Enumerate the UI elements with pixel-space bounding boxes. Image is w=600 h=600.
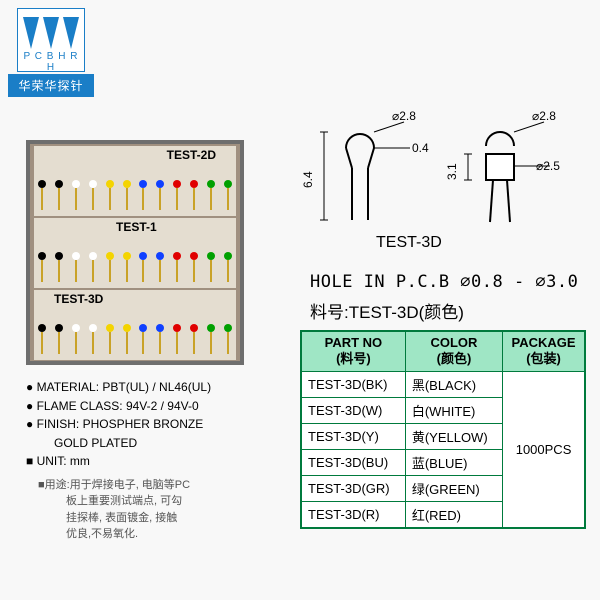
usage-text: ■用途:用于焊接电子, 电脑等PC 板上重要测试端点, 可勾 挂探棒, 表面镀金… — [26, 477, 266, 543]
cell-color: 黄(YELLOW) — [405, 423, 502, 449]
photo-row-1: TEST-2D — [34, 146, 236, 216]
test-pin — [106, 324, 114, 354]
bullet-unit: ■ UNIT: mm — [26, 452, 266, 471]
test-pin — [224, 252, 232, 282]
cell-partno: TEST-3D(GR) — [301, 475, 405, 501]
dimension-diagram: ⌀2.8 0.4 6.4 ⌀2.8 ⌀2.5 3.1 — [300, 110, 580, 230]
svg-text:3.1: 3.1 — [445, 163, 459, 180]
test-pin — [106, 252, 114, 282]
test-pin — [123, 324, 131, 354]
test-pin — [207, 324, 215, 354]
svg-text:6.4: 6.4 — [301, 171, 315, 188]
table-row: TEST-3D(BK)黑(BLACK)1000PCS — [301, 371, 585, 397]
th-color: COLOR(颜色) — [405, 331, 502, 371]
test-pin — [38, 180, 46, 210]
test-pin — [72, 324, 80, 354]
cell-color: 白(WHITE) — [405, 397, 502, 423]
photo-row-2: TEST-1 — [34, 218, 236, 288]
product-photo: TEST-2D TEST-1 TEST-3D — [26, 140, 244, 365]
test-pin — [190, 252, 198, 282]
cell-partno: TEST-3D(BU) — [301, 449, 405, 475]
photo-label-3: TEST-3D — [52, 292, 105, 306]
cell-partno: TEST-3D(Y) — [301, 423, 405, 449]
logo-small-text: P C B H R H — [18, 51, 84, 73]
photo-label-2: TEST-1 — [114, 220, 159, 234]
cell-package: 1000PCS — [503, 371, 585, 528]
test-pin — [190, 324, 198, 354]
th-partno: PART NO(料号) — [301, 331, 405, 371]
test-pin — [224, 180, 232, 210]
photo-row-3: TEST-3D — [34, 290, 236, 360]
photo-label-1: TEST-2D — [165, 148, 218, 162]
th-package: PACKAGE(包装) — [503, 331, 585, 371]
part-number-line: 料号:TEST-3D(颜色) — [310, 298, 464, 323]
test-pin — [139, 324, 147, 354]
test-pin — [72, 180, 80, 210]
test-pin — [156, 180, 164, 210]
cell-partno: TEST-3D(W) — [301, 397, 405, 423]
test-pin — [55, 252, 63, 282]
cell-color: 绿(GREEN) — [405, 475, 502, 501]
test-pin — [106, 180, 114, 210]
test-pin — [72, 252, 80, 282]
test-pin — [89, 180, 97, 210]
test-pin — [38, 252, 46, 282]
test-pin — [173, 324, 181, 354]
test-pin — [156, 252, 164, 282]
cell-color: 黑(BLACK) — [405, 371, 502, 397]
bullet-finish: ● FINISH: PHOSPHER BRONZE — [26, 415, 266, 434]
test-pin — [224, 324, 232, 354]
test-pin — [207, 252, 215, 282]
test-pin — [173, 180, 181, 210]
hole-spec: HOLE IN P.C.B ⌀0.8 - ⌀3.0 — [310, 272, 578, 292]
test-pin — [173, 252, 181, 282]
test-pin — [207, 180, 215, 210]
brand-logo: P C B H R H 华荣华探针 — [8, 8, 94, 98]
svg-text:⌀2.8: ⌀2.8 — [392, 110, 416, 123]
bullet-finish-sub: GOLD PLATED — [26, 434, 266, 453]
test-pin — [156, 324, 164, 354]
diagram-caption: TEST-3D — [376, 234, 442, 252]
test-pin — [139, 180, 147, 210]
cell-color: 红(RED) — [405, 501, 502, 528]
cell-color: 蓝(BLUE) — [405, 449, 502, 475]
color-table: PART NO(料号) COLOR(颜色) PACKAGE(包装) TEST-3… — [300, 330, 586, 529]
svg-text:⌀2.8: ⌀2.8 — [532, 110, 556, 123]
logo-label: 华荣华探针 — [8, 74, 94, 97]
cell-partno: TEST-3D(R) — [301, 501, 405, 528]
test-pin — [139, 252, 147, 282]
logo-box: P C B H R H — [17, 8, 85, 72]
cell-partno: TEST-3D(BK) — [301, 371, 405, 397]
test-pin — [38, 324, 46, 354]
test-pin — [123, 252, 131, 282]
test-pin — [55, 180, 63, 210]
bullet-flame: ● FLAME CLASS: 94V-2 / 94V-0 — [26, 397, 266, 416]
test-pin — [89, 324, 97, 354]
test-pin — [89, 252, 97, 282]
test-pin — [55, 324, 63, 354]
svg-text:⌀2.5: ⌀2.5 — [536, 159, 560, 173]
bullet-material: ● MATERIAL: PBT(UL) / NL46(UL) — [26, 378, 266, 397]
test-pin — [190, 180, 198, 210]
spec-bullets: ● MATERIAL: PBT(UL) / NL46(UL) ● FLAME C… — [26, 378, 266, 543]
test-pin — [123, 180, 131, 210]
svg-text:0.4: 0.4 — [412, 141, 429, 155]
